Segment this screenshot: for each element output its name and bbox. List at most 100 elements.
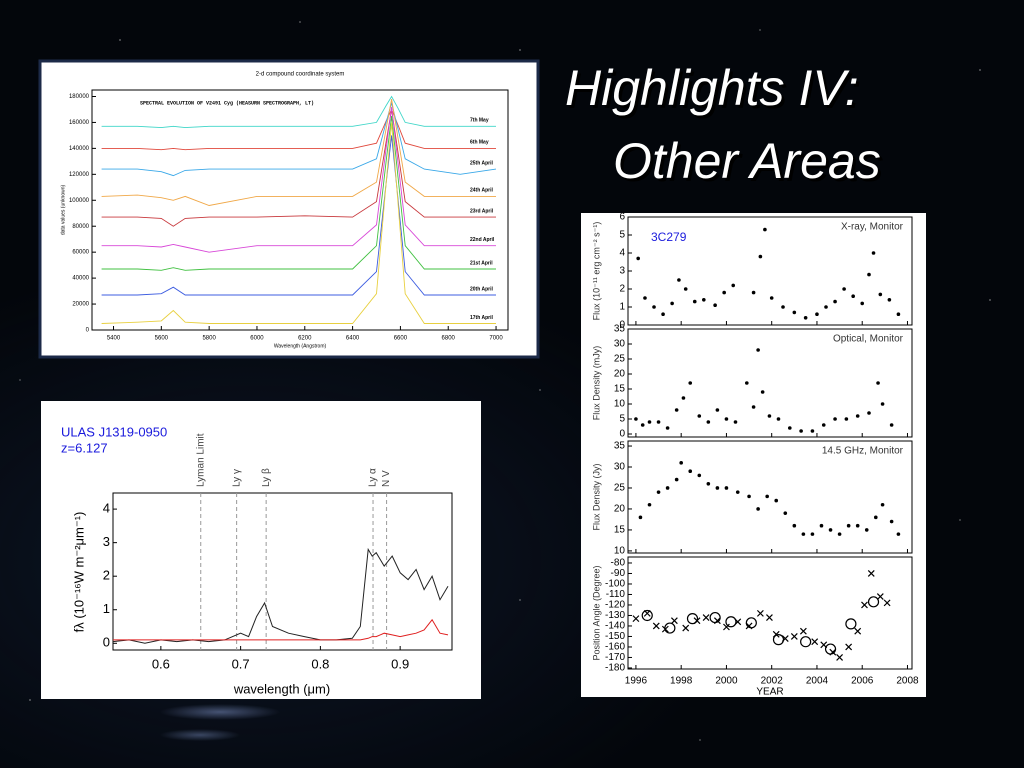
y-tick-label: 0	[619, 320, 625, 331]
point	[725, 616, 737, 628]
x-tick-label: 7000	[489, 336, 503, 342]
point	[824, 305, 828, 309]
x-tick-label: 6000	[250, 336, 264, 342]
point	[799, 627, 807, 635]
point	[745, 617, 757, 629]
point	[665, 426, 670, 430]
point	[647, 502, 652, 507]
series-line	[101, 99, 496, 206]
point	[803, 316, 808, 320]
point	[844, 417, 849, 421]
point	[876, 381, 880, 385]
point	[722, 290, 726, 295]
y-tick-label: 60000	[72, 250, 89, 256]
plot-frame	[112, 492, 453, 651]
point	[641, 609, 653, 622]
point	[883, 599, 891, 607]
slide-title: Other Areas	[613, 133, 881, 189]
plot-frame	[627, 328, 913, 438]
figure-frame	[41, 401, 481, 699]
point	[783, 511, 788, 515]
y-tick-label: 120000	[69, 172, 90, 178]
point	[810, 429, 815, 433]
y-tick-label: 30	[614, 462, 626, 473]
point	[706, 420, 711, 424]
x-tick-label: 6200	[298, 336, 312, 342]
point	[855, 523, 860, 528]
y-tick-label: 10	[614, 546, 626, 557]
point	[664, 622, 676, 634]
x-axis-label: Wavelength (Angstrom)	[274, 343, 327, 349]
y-tick-label: -180	[605, 663, 625, 674]
y-tick-label: -100	[605, 579, 625, 590]
point	[643, 296, 647, 300]
point	[688, 381, 693, 385]
point	[833, 417, 837, 421]
series-line	[101, 122, 496, 324]
point	[878, 292, 883, 297]
y-tick-label: 0	[103, 635, 110, 650]
panel-note: 14.5 GHz, Monitor	[822, 446, 904, 457]
y-tick-label: 0	[619, 429, 625, 440]
y-tick-label: 2	[103, 568, 110, 583]
x-tick-label: 5800	[202, 336, 216, 342]
plot-frame	[627, 556, 913, 670]
x-tick-label: 6400	[346, 336, 360, 342]
point	[681, 396, 686, 400]
point	[767, 414, 772, 418]
point	[801, 532, 806, 536]
point	[682, 624, 690, 632]
y-tick-label: 180000	[69, 94, 90, 100]
point	[735, 490, 740, 494]
point	[867, 570, 875, 577]
point	[864, 528, 869, 532]
point	[819, 523, 824, 528]
point	[867, 272, 871, 277]
point	[887, 298, 892, 302]
point	[709, 611, 721, 624]
plot-frame	[91, 89, 509, 331]
point	[845, 618, 857, 630]
panel-title: 3C279	[651, 230, 687, 244]
point	[670, 301, 674, 306]
point	[697, 473, 702, 478]
y-tick-label: 160000	[69, 120, 90, 126]
point	[880, 502, 885, 507]
point	[634, 417, 638, 421]
point	[731, 283, 736, 288]
y-tick-label: 3	[103, 534, 110, 549]
point	[845, 643, 853, 651]
y-tick-label: -90	[611, 568, 626, 579]
series-line	[101, 108, 496, 151]
point	[788, 426, 792, 430]
x-axis-label: wavelength (μm)	[233, 681, 330, 696]
slide-title: Highlights IV:	[565, 60, 859, 116]
point	[652, 622, 660, 630]
y-tick-label: 40000	[72, 276, 89, 282]
series-label: 22nd April	[470, 237, 495, 243]
y-tick-label: 35	[614, 441, 626, 452]
y-tick-label: 80000	[72, 224, 89, 230]
x-tick-label: 2000	[715, 676, 738, 687]
series-label: 23rd April	[470, 208, 494, 214]
y-tick-label: 1	[619, 302, 625, 313]
point	[724, 486, 729, 490]
point	[751, 405, 756, 409]
point	[747, 494, 751, 499]
point	[638, 515, 643, 520]
series-label: 24th April	[470, 188, 493, 194]
point	[724, 417, 729, 421]
series-line	[101, 115, 496, 271]
y-tick-label: -140	[605, 621, 625, 632]
point	[851, 294, 855, 299]
point	[811, 638, 819, 646]
point	[867, 411, 871, 415]
line-label: Ly α	[368, 468, 379, 487]
series-line	[101, 109, 496, 227]
point	[765, 494, 769, 499]
y-tick-label: 5	[619, 230, 625, 241]
y-tick-label: 15	[614, 384, 626, 395]
point	[896, 532, 901, 536]
point	[706, 481, 711, 486]
